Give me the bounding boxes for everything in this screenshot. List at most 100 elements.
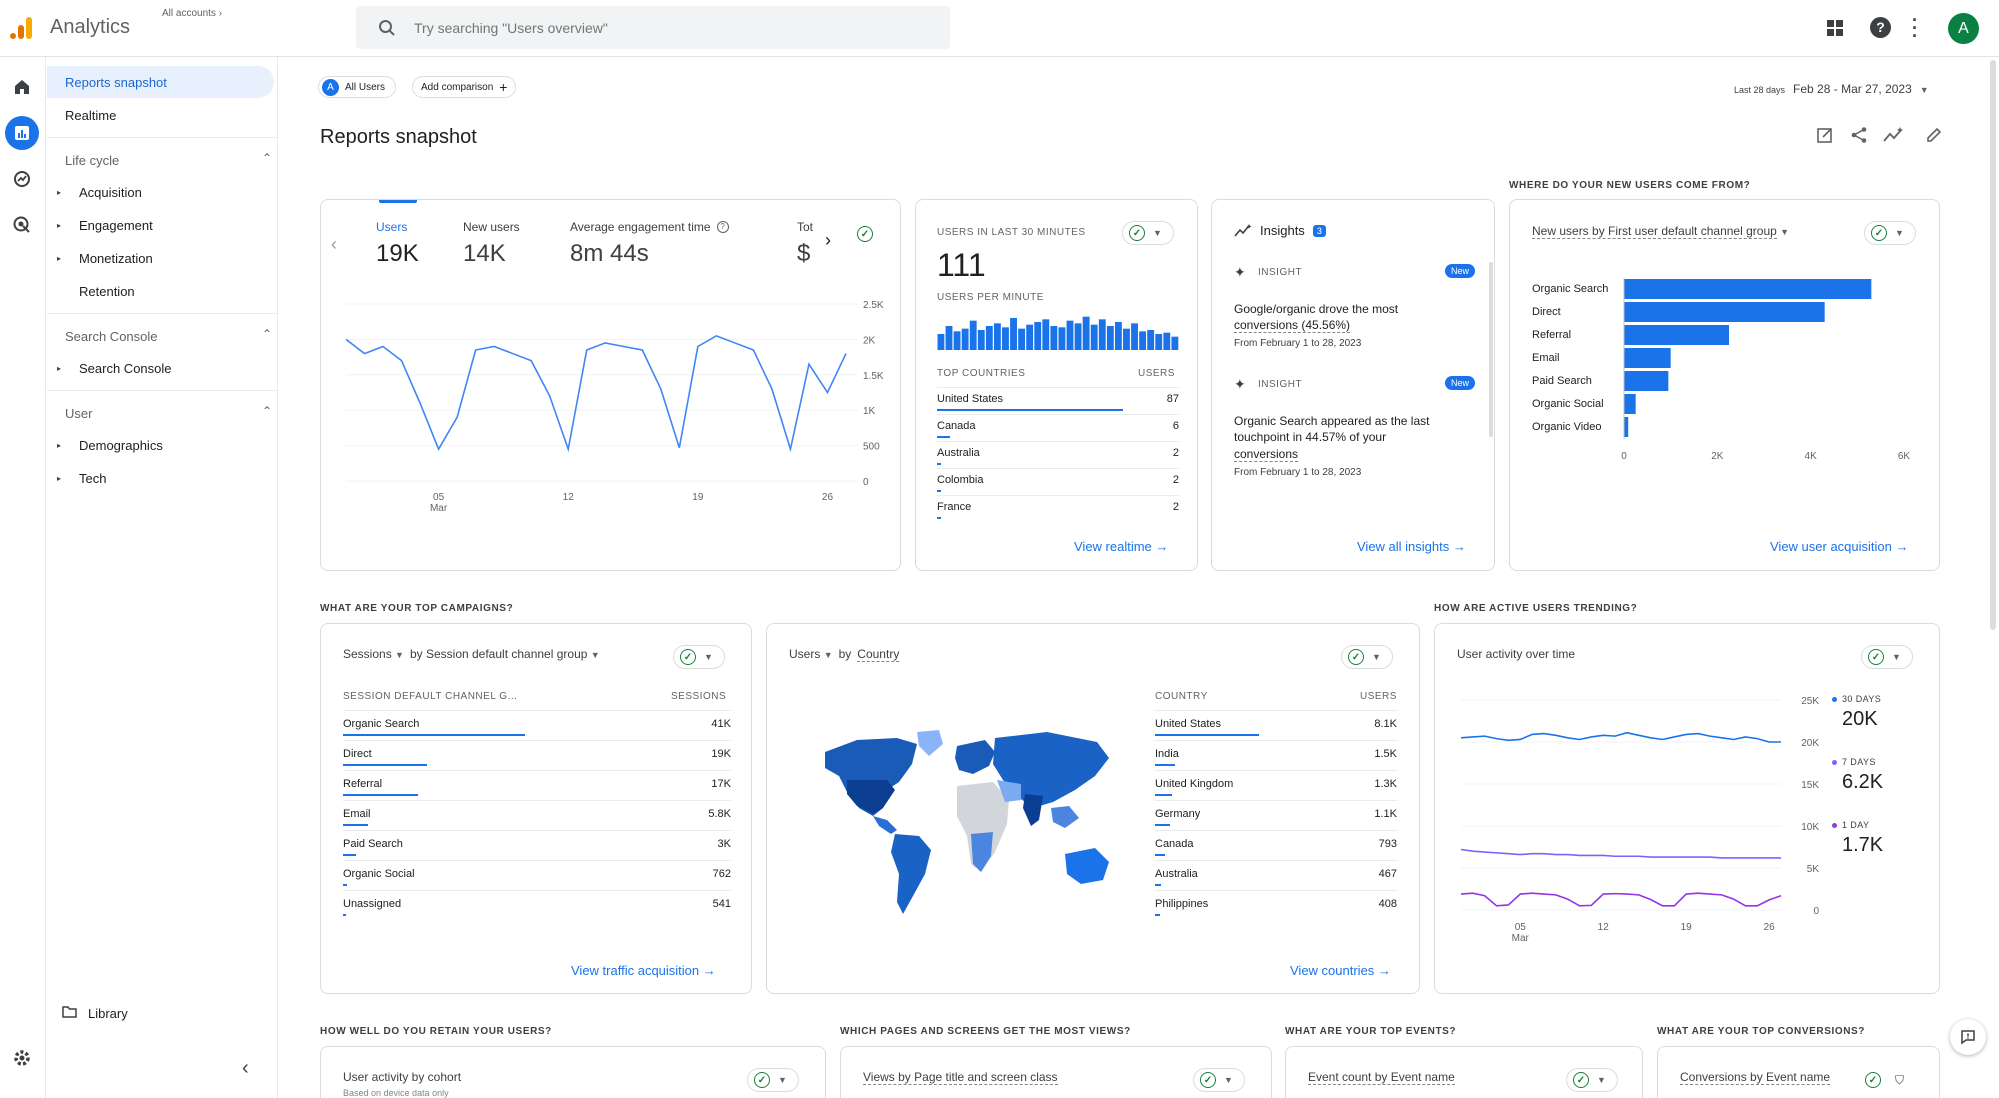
metric-tab-new-users[interactable]: New users 14K xyxy=(463,220,520,268)
users-metric-dropdown[interactable]: Users ▼ xyxy=(789,647,833,662)
status-check-icon[interactable]: ✓ xyxy=(857,226,873,242)
search-input[interactable] xyxy=(414,18,914,38)
prev-arrow-icon[interactable]: ‹ xyxy=(331,234,337,254)
per-minute-bar[interactable] xyxy=(1163,332,1171,350)
insights-sparkle-icon[interactable] xyxy=(1883,126,1905,149)
per-minute-bar[interactable] xyxy=(1106,326,1114,350)
per-minute-bar[interactable] xyxy=(1050,326,1058,350)
nav-library[interactable]: Library xyxy=(47,997,128,1029)
filter-icon[interactable]: ⛉ xyxy=(1895,1073,1905,1087)
nav-monetization[interactable]: ▸ Monetization xyxy=(47,242,153,274)
more-vert-icon[interactable]: · · · xyxy=(1912,10,1918,46)
per-minute-bar[interactable] xyxy=(1082,316,1090,350)
home-icon[interactable] xyxy=(5,70,39,104)
insight-item[interactable]: ✦ INSIGHT New Organic Search appeared as… xyxy=(1234,376,1476,486)
per-minute-bar[interactable] xyxy=(1090,324,1098,350)
channel-name[interactable]: Organic Social xyxy=(343,868,415,880)
channel-name[interactable]: Organic Search xyxy=(343,718,420,730)
per-minute-bar[interactable] xyxy=(977,330,985,350)
per-minute-bar[interactable] xyxy=(1018,328,1026,350)
trend-status-toggle[interactable]: ✓ ▼ xyxy=(1861,645,1913,669)
nav-user-header[interactable]: User ⌃ xyxy=(65,404,275,421)
sessions-metric-dropdown[interactable]: Sessions ▼ xyxy=(343,647,404,661)
segment-chip[interactable]: A All Users xyxy=(318,76,397,98)
per-minute-bar[interactable] xyxy=(1002,327,1009,350)
channel-bar[interactable] xyxy=(1624,348,1671,368)
country-name[interactable]: Canada xyxy=(1155,838,1194,850)
channel-name[interactable]: Unassigned xyxy=(343,898,402,910)
reports-icon[interactable] xyxy=(5,116,39,150)
per-minute-bar[interactable] xyxy=(937,334,945,350)
nav-realtime[interactable]: Realtime xyxy=(47,99,274,131)
page-views-card-title[interactable]: Views by Page title and screen class xyxy=(863,1070,1058,1085)
per-minute-bar[interactable] xyxy=(1171,336,1179,350)
country-name[interactable]: Germany xyxy=(1155,808,1201,820)
nav-engagement[interactable]: ▸ Engagement xyxy=(47,209,153,241)
acq-status-toggle[interactable]: ✓ ▼ xyxy=(1864,221,1916,245)
per-minute-bar[interactable] xyxy=(993,323,1001,350)
nav-search-console-header[interactable]: Search Console ⌃ xyxy=(65,327,275,344)
per-minute-bar[interactable] xyxy=(1155,334,1163,350)
search-bar[interactable] xyxy=(356,6,950,49)
country-name[interactable]: Australia xyxy=(1155,868,1198,880)
help-icon[interactable]: ? xyxy=(1870,17,1891,38)
per-minute-bar[interactable] xyxy=(1139,331,1147,350)
per-minute-bar[interactable] xyxy=(961,328,969,350)
conversions-card-title[interactable]: Conversions by Event name xyxy=(1680,1070,1831,1085)
per-minute-bar[interactable] xyxy=(953,331,961,350)
metric-tab-engagement-time[interactable]: Average engagement time? 8m 44s xyxy=(570,220,729,268)
realtime-status-toggle[interactable]: ✓ ▼ xyxy=(1122,221,1174,245)
per-minute-bar[interactable] xyxy=(945,326,953,350)
view-traffic-acquisition-link[interactable]: View traffic acquisition → xyxy=(571,963,716,978)
per-minute-bar[interactable] xyxy=(1066,320,1074,350)
campaigns-status-toggle[interactable]: ✓ ▼ xyxy=(673,645,725,669)
country-name[interactable]: United States xyxy=(1155,718,1222,730)
view-all-insights-link[interactable]: View all insights → xyxy=(1357,539,1466,554)
nav-retention[interactable]: Retention xyxy=(47,275,135,307)
dimension-dropdown[interactable]: by Session default channel group ▼ xyxy=(410,647,600,661)
avatar[interactable]: A xyxy=(1948,13,1979,44)
nav-lifecycle-header[interactable]: Life cycle ⌃ xyxy=(65,151,275,168)
advertising-icon[interactable] xyxy=(5,208,39,242)
next-arrow-icon[interactable]: › xyxy=(825,230,831,250)
countries-status-toggle[interactable]: ✓ ▼ xyxy=(1341,645,1393,669)
channel-name[interactable]: Email xyxy=(343,808,371,820)
per-minute-bar[interactable] xyxy=(1123,328,1130,350)
nav-reports-snapshot[interactable]: Reports snapshot xyxy=(47,66,274,98)
edit-pencil-icon[interactable] xyxy=(1925,126,1943,149)
feedback-button[interactable] xyxy=(1950,1019,1986,1055)
channel-bar[interactable] xyxy=(1624,394,1636,414)
cohort-status-toggle[interactable]: ✓ ▼ xyxy=(747,1068,799,1092)
channel-bar[interactable] xyxy=(1624,371,1669,391)
acq-card-title[interactable]: New users by First user default channel … xyxy=(1532,224,1789,239)
channel-name[interactable]: Direct xyxy=(343,748,372,760)
view-user-acquisition-link[interactable]: View user acquisition → xyxy=(1770,539,1909,554)
per-minute-bar[interactable] xyxy=(1131,323,1138,350)
nav-acquisition[interactable]: ▸ Acquisition xyxy=(47,176,142,208)
channel-bar[interactable] xyxy=(1624,325,1729,345)
insight-item[interactable]: ✦ INSIGHT New Google/organic drove the m… xyxy=(1234,264,1476,360)
per-minute-bar[interactable] xyxy=(1042,319,1050,350)
per-minute-bar[interactable] xyxy=(1098,319,1106,350)
view-countries-link[interactable]: View countries → xyxy=(1290,963,1391,978)
conversions-status-check[interactable]: ✓ xyxy=(1865,1072,1881,1088)
collapse-nav-icon[interactable]: ‹ xyxy=(242,1057,249,1079)
per-minute-bar[interactable] xyxy=(1058,327,1066,350)
analytics-logo[interactable] xyxy=(9,15,35,41)
channel-bar[interactable] xyxy=(1624,279,1872,299)
explore-icon[interactable] xyxy=(5,162,39,196)
country-name[interactable]: India xyxy=(1155,748,1179,760)
view-realtime-link[interactable]: View realtime → xyxy=(1074,539,1168,554)
page-views-status-toggle[interactable]: ✓ ▼ xyxy=(1193,1068,1245,1092)
page-scrollbar[interactable] xyxy=(1990,60,1996,630)
per-minute-bar[interactable] xyxy=(985,326,993,350)
customize-report-icon[interactable] xyxy=(1816,126,1834,149)
per-minute-bar[interactable] xyxy=(1147,330,1155,350)
channel-name[interactable]: Paid Search xyxy=(343,838,403,850)
per-minute-bar[interactable] xyxy=(969,320,977,350)
nav-demographics[interactable]: ▸ Demographics xyxy=(47,429,163,461)
events-status-toggle[interactable]: ✓ ▼ xyxy=(1566,1068,1618,1092)
channel-name[interactable]: Referral xyxy=(343,778,383,790)
share-icon[interactable] xyxy=(1850,126,1868,149)
country-name[interactable]: Philippines xyxy=(1155,898,1209,910)
